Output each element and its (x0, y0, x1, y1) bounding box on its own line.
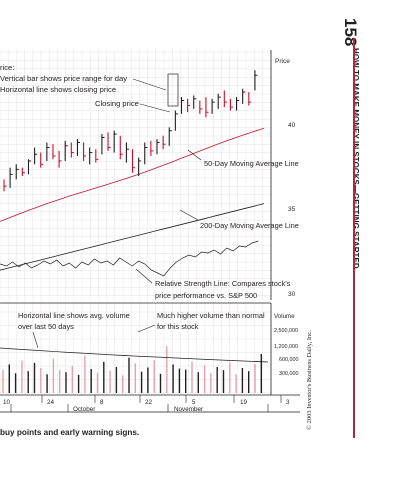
month-november: November (174, 406, 203, 413)
price-tick-40: 40 (288, 122, 296, 129)
date-8: 8 (100, 399, 104, 406)
pointer-50-day-ma (187, 149, 202, 161)
date-3: 3 (286, 399, 290, 406)
running-head-rule (353, 38, 355, 438)
volume-tick-2500000: 2,500,000 (274, 328, 298, 334)
indicator-lines (0, 127, 265, 277)
price-axis-title: Price (275, 58, 290, 65)
legend-line-vertical-bar: Vertical bar shows price range for day (0, 74, 127, 83)
date-19: 19 (240, 399, 248, 406)
date-10: 10 (3, 399, 11, 406)
ma-200-day-line (0, 203, 265, 271)
legend-line-horizontal: Horizontal line shows closing price (0, 85, 116, 94)
relative-strength-line (0, 240, 259, 277)
annotation-rs-line-1: Relative Strength Line: Compares stock's (155, 279, 291, 288)
date-24: 24 (47, 399, 55, 406)
annotation-rs-line-2: price performance vs. S&P 500 (155, 291, 257, 300)
annotation-avg-volume-2: over last 50 days (18, 322, 74, 331)
pointer-legend (132, 78, 167, 91)
annotation-high-volume-1: Much higher volume than normal (157, 311, 265, 320)
price-tick-30: 30 (288, 291, 296, 298)
annotation-closing-price: Closing price (95, 99, 139, 108)
avg-volume-line (0, 347, 269, 363)
pointer-rs-line (135, 268, 153, 284)
legend-head: rice: (0, 63, 14, 72)
figure-caption: buy points and early warning signs. (0, 428, 140, 437)
pointer-closing-price (139, 103, 171, 113)
volume-axis-title: Volume (274, 313, 295, 320)
date-5: 5 (192, 399, 196, 406)
date-separators (10, 395, 282, 412)
annotation-50-day-ma: 50-Day Moving Average Line (204, 159, 299, 168)
price-tick-35: 35 (288, 206, 296, 213)
volume-bars (0, 346, 269, 393)
annotation-high-volume-2: for this stock (157, 322, 199, 331)
volume-tick-1200000: 1,200,000 (274, 344, 298, 350)
price-bars (3, 70, 258, 192)
copyright-credit: © 2003 Investor's Business Daily, Inc. (306, 330, 313, 430)
annotation-200-day-ma: 200-Day Moving Average Line (200, 221, 299, 230)
pointer-200-day-ma (179, 209, 199, 221)
volume-tick-300000: 300,000 (279, 371, 299, 377)
volume-tick-600000: 600,000 (279, 357, 299, 363)
pointer-avg-volume (32, 331, 39, 349)
ma-50-day-line (0, 127, 265, 222)
annotation-avg-volume-1: Horizontal line shows avg. volume (18, 311, 130, 320)
date-22: 22 (145, 399, 153, 406)
month-october: October (73, 406, 95, 413)
page-number: 158 (341, 18, 360, 47)
pointer-high-volume (137, 324, 156, 333)
legend-callout-box (167, 73, 179, 107)
annotation-pointers (32, 73, 202, 349)
